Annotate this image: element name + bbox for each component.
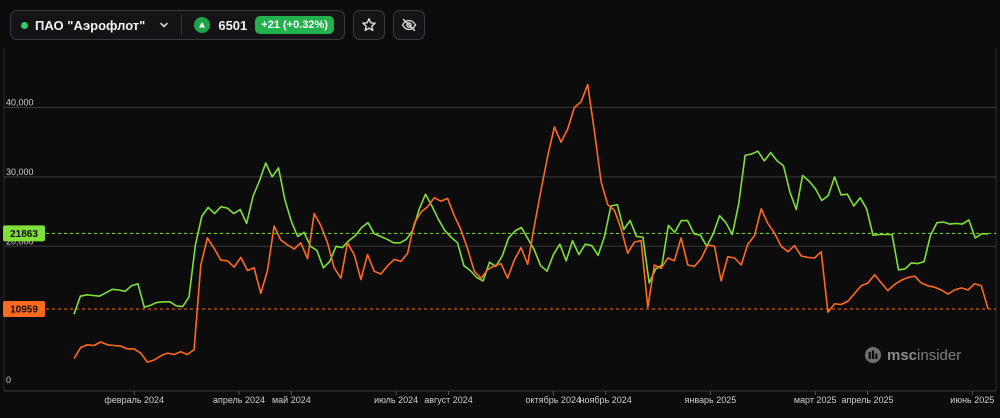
chevron-down-icon[interactable] bbox=[159, 20, 169, 30]
hide-button[interactable] bbox=[392, 10, 425, 40]
reference-value-badge bbox=[3, 300, 45, 317]
eye-off-icon bbox=[401, 18, 417, 32]
x-tick-label: апрель 2025 bbox=[841, 395, 893, 405]
series-line bbox=[73, 83, 989, 363]
series-line bbox=[73, 150, 988, 315]
x-tick-label: июнь 2025 bbox=[950, 395, 994, 405]
y-tick-label: 40,000 bbox=[6, 98, 34, 108]
ticker-name: ПАО "Аэрофлот" bbox=[35, 17, 146, 33]
toolbar: ПАО "Аэрофлот" 6501 +21 (+0.32%) bbox=[10, 10, 425, 40]
x-tick-label: ноябрь 2024 bbox=[580, 395, 632, 405]
ticker-selector[interactable]: ПАО "Аэрофлот" 6501 +21 (+0.32%) bbox=[10, 10, 345, 40]
price-change-badge: +21 (+0.32%) bbox=[255, 16, 334, 34]
reference-value-badge bbox=[3, 225, 45, 242]
brand-suffix: insider bbox=[917, 346, 962, 364]
x-tick-label: январь 2025 bbox=[685, 395, 737, 405]
x-axis: февраль 2024 апрель 2024 май 2024 июль 2024… bbox=[104, 391, 994, 405]
reference-lines bbox=[4, 232, 996, 310]
star-icon bbox=[362, 18, 376, 32]
x-tick-label: февраль 2024 bbox=[104, 395, 164, 405]
y-tick-label: 0 bbox=[6, 375, 11, 385]
reference-labels: 21863 10959 bbox=[3, 225, 45, 317]
current-price: 6501 bbox=[218, 17, 248, 33]
series-lines bbox=[73, 83, 989, 363]
x-tick-label: июль 2024 bbox=[374, 395, 418, 405]
x-tick-label: май 2024 bbox=[272, 395, 311, 405]
gridlines bbox=[3, 48, 997, 392]
brand-icon bbox=[865, 347, 881, 363]
divider bbox=[181, 15, 183, 35]
brand-prefix: msc bbox=[887, 346, 918, 364]
reference-value-label: 10959 bbox=[10, 304, 38, 315]
x-tick-label: август 2024 bbox=[424, 395, 473, 405]
x-tick-label: октябрь 2024 bbox=[526, 395, 581, 405]
y-tick-label: 30,000 bbox=[6, 167, 34, 177]
x-tick-label: апрель 2024 bbox=[213, 395, 265, 405]
reference-value-label: 21863 bbox=[10, 229, 38, 240]
brand-logo: msc insider bbox=[864, 346, 961, 364]
x-tick-label: март 2025 bbox=[794, 395, 837, 405]
favorite-button[interactable] bbox=[352, 10, 385, 40]
triangle-up-icon bbox=[194, 17, 211, 33]
status-dot bbox=[21, 21, 28, 29]
